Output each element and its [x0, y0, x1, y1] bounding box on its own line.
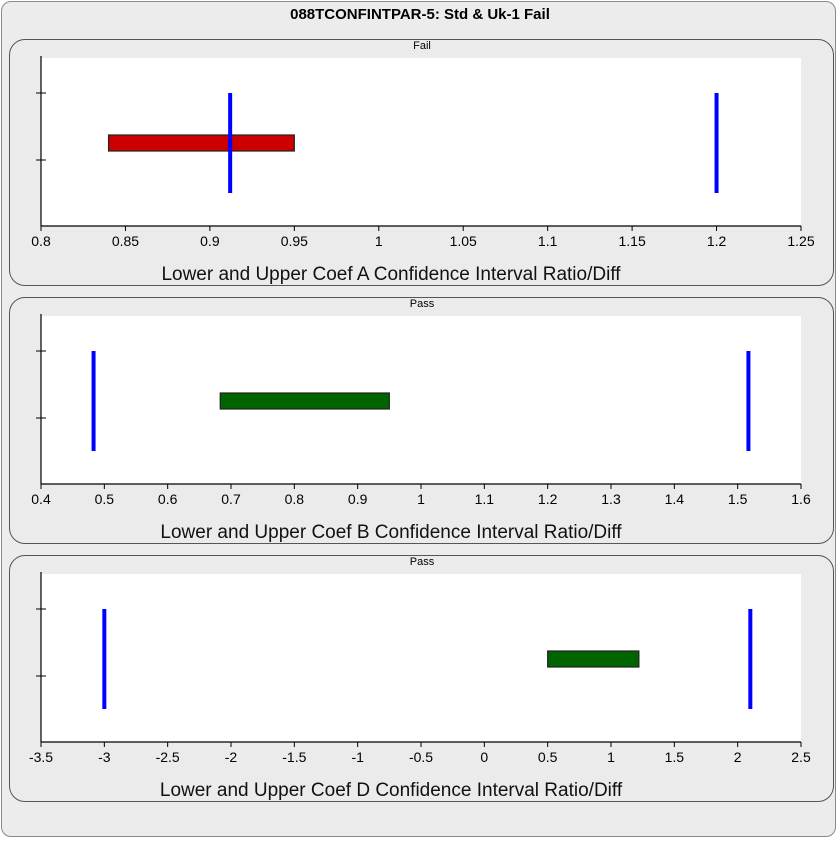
panel-title: Pass [410, 556, 435, 568]
chart-coef-a: Fail 0.8 0.85 0.9 0.95 1 1.05 1.1 1.15 1.2 1.25 Low… [31, 40, 815, 285]
x-tick-label: 0.5 [538, 749, 558, 765]
x-tick-label: 1.1 [538, 233, 558, 249]
x-axis-label: Lower and Upper Coef D Confidence Interv… [160, 780, 623, 801]
panel-coef-b: Pass 0.4 0.5 0.6 0.7 0.8 0.9 1 1.1 1.2 1.3 1.4 1.5 1.… [9, 297, 834, 544]
panel-title: Fail [413, 40, 431, 52]
x-tick-label: 2 [734, 749, 742, 765]
x-tick-label: 0.7 [221, 491, 241, 507]
x-tick-label: 1.3 [601, 491, 621, 507]
x-tick-label: -1.5 [282, 749, 306, 765]
x-tick-label: 2.5 [791, 749, 811, 765]
x-axis-label: Lower and Upper Coef B Confidence Interv… [160, 522, 622, 543]
plot-area [41, 574, 801, 742]
panel-coef-a: Fail 0.8 0.85 0.9 0.95 1 1.05 1.1 1.15 1.2 1.25 Low… [9, 39, 834, 286]
x-tick-label: 0.9 [348, 491, 368, 507]
x-tick-label: 1.5 [665, 749, 685, 765]
x-tick-label: 1.25 [787, 233, 814, 249]
x-tick-label: -3.5 [29, 749, 53, 765]
x-tick-label: 0.4 [31, 491, 51, 507]
main-title: 088TCONFINTPAR-5: Std & Uk-1 Fail [290, 6, 550, 23]
x-tick-label: 1.1 [475, 491, 495, 507]
x-tick-label: 0.85 [112, 233, 139, 249]
x-tick-label: 1 [375, 233, 383, 249]
x-tick-label: -0.5 [409, 749, 433, 765]
x-tick-label: -2.5 [156, 749, 180, 765]
x-tick-label: 1.4 [665, 491, 685, 507]
x-tick-label: 0.8 [31, 233, 51, 249]
x-tick-label: 0.9 [200, 233, 220, 249]
chart-coef-d: Pass -3.5 -3 -2.5 -2 -1.5 -1 -0.5 0 0.5 1 1.5 2 2.5 Lo… [29, 556, 811, 801]
plot-area [41, 316, 801, 484]
x-tick-label: 0.8 [285, 491, 305, 507]
x-tick-label: 0 [480, 749, 488, 765]
panel-title: Pass [410, 298, 435, 310]
x-tick-label: 1.6 [791, 491, 811, 507]
confidence-interval-bar [219, 392, 390, 410]
x-tick-label: 1 [607, 749, 615, 765]
x-axis-label: Lower and Upper Coef A Confidence Interv… [161, 264, 621, 285]
panel-coef-d: Pass -3.5 -3 -2.5 -2 -1.5 -1 -0.5 0 0.5 1 1.5 2 2.5 Lo… [9, 555, 834, 802]
x-tick-label: 1.15 [618, 233, 645, 249]
chart-coef-b: Pass 0.4 0.5 0.6 0.7 0.8 0.9 1 1.1 1.2 1.3 1.4 1.5 1.… [31, 298, 811, 543]
x-tick-label: -2 [225, 749, 238, 765]
x-tick-label: 1.2 [538, 491, 558, 507]
x-tick-label: -3 [98, 749, 111, 765]
confidence-interval-bar [107, 134, 295, 152]
x-tick-label: 0.5 [95, 491, 115, 507]
x-tick-label: 1.05 [450, 233, 477, 249]
x-tick-label: 1.5 [728, 491, 748, 507]
x-tick-label: -1 [351, 749, 364, 765]
x-tick-label: 0.6 [158, 491, 178, 507]
confidence-interval-bar [547, 650, 640, 668]
x-tick-label: 1.2 [707, 233, 727, 249]
x-tick-label: 1 [417, 491, 425, 507]
x-tick-label: 0.95 [281, 233, 308, 249]
